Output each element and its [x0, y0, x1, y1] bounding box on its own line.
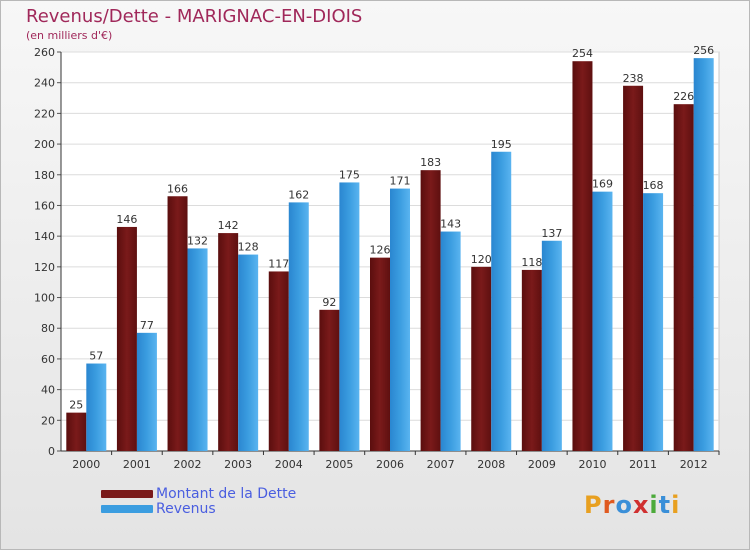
x-tick-label: 2003	[224, 458, 252, 471]
bar-dette	[116, 226, 137, 451]
bar-dette	[572, 61, 593, 451]
legend-swatch-dette	[101, 490, 153, 498]
x-tick-label: 2009	[528, 458, 556, 471]
bar-revenus	[643, 193, 664, 451]
data-label-dette: 226	[673, 90, 694, 103]
data-label-dette: 126	[370, 244, 391, 257]
y-tick-label: 140	[34, 230, 55, 243]
y-tick-label: 160	[34, 199, 55, 212]
logo-letter: x	[632, 491, 650, 519]
logo-letter: i	[649, 491, 659, 519]
x-tick-label: 2007	[427, 458, 455, 471]
bar-revenus	[136, 332, 157, 451]
x-tick-label: 2002	[174, 458, 202, 471]
y-tick-label: 180	[34, 169, 55, 182]
bar-revenus	[187, 248, 208, 451]
bar-dette	[623, 85, 644, 451]
y-tick-label: 120	[34, 261, 55, 274]
data-label-revenus: 143	[440, 218, 461, 231]
data-label-revenus: 77	[140, 319, 154, 332]
bar-dette	[471, 266, 492, 451]
y-tick-label: 20	[41, 414, 55, 427]
data-label-revenus: 169	[592, 178, 613, 191]
data-label-dette: 166	[167, 182, 188, 195]
data-label-revenus: 137	[541, 227, 562, 240]
data-label-revenus: 256	[693, 44, 714, 57]
x-tick-label: 2005	[325, 458, 353, 471]
logo-letter: P	[584, 491, 603, 519]
bar-revenus	[592, 191, 613, 451]
bar-revenus	[288, 202, 309, 451]
legend-label-dette: Montant de la Dette	[156, 486, 297, 502]
data-label-dette: 92	[322, 296, 336, 309]
x-tick-label: 2000	[72, 458, 100, 471]
x-tick-label: 2004	[275, 458, 303, 471]
logo-letter: i	[671, 491, 681, 519]
x-tick-label: 2011	[629, 458, 657, 471]
y-tick-label: 200	[34, 138, 55, 151]
bar-revenus	[390, 188, 410, 452]
logo-letter: o	[615, 491, 633, 519]
y-tick-label: 80	[41, 322, 55, 335]
legend-label-revenus: Revenus	[156, 501, 216, 517]
chart-title: Revenus/Dette - MARIGNAC-EN-DIOIS	[26, 6, 363, 27]
logo-letter: t	[658, 491, 672, 519]
bar-dette	[66, 412, 87, 451]
bar-revenus	[541, 240, 562, 451]
bar-revenus	[86, 363, 107, 451]
x-tick-label: 2006	[376, 458, 404, 471]
data-label-dette: 254	[572, 47, 593, 60]
bar-revenus	[339, 182, 360, 451]
data-label-dette: 142	[218, 219, 239, 232]
y-tick-label: 240	[34, 77, 55, 90]
data-label-dette: 25	[69, 399, 83, 412]
logo-letter: r	[602, 491, 616, 519]
bar-revenus	[238, 254, 259, 451]
data-label-dette: 120	[471, 253, 492, 266]
y-tick-label: 40	[41, 384, 55, 397]
proxiti-logo: Proxiti	[584, 491, 680, 519]
y-tick-label: 0	[48, 445, 55, 458]
x-tick-label: 2010	[578, 458, 606, 471]
data-label-revenus: 132	[187, 234, 208, 247]
data-label-revenus: 195	[491, 138, 512, 151]
bar-revenus	[693, 58, 714, 452]
bar-revenus	[491, 151, 512, 451]
data-label-revenus: 171	[390, 175, 411, 188]
legend-swatch-revenus	[101, 505, 153, 513]
bar-revenus	[440, 231, 461, 451]
y-tick-label: 260	[34, 46, 55, 59]
data-label-dette: 146	[116, 213, 137, 226]
y-tick-label: 60	[41, 353, 55, 366]
bar-dette	[167, 196, 188, 451]
x-tick-label: 2012	[680, 458, 708, 471]
data-label-dette: 118	[521, 256, 542, 269]
y-tick-label: 100	[34, 292, 55, 305]
bar-dette	[218, 233, 239, 451]
bar-dette	[420, 170, 441, 451]
data-label-dette: 117	[268, 257, 289, 270]
data-label-revenus: 175	[339, 168, 360, 181]
x-tick-label: 2001	[123, 458, 151, 471]
bar-dette	[319, 309, 340, 451]
y-tick-label: 220	[34, 107, 55, 120]
bar-dette	[370, 257, 390, 451]
bar-dette	[521, 269, 542, 451]
data-label-revenus: 57	[89, 350, 103, 363]
data-label-dette: 183	[420, 156, 441, 169]
chart-subtitle: (en milliers d'€)	[26, 29, 113, 42]
data-label-revenus: 168	[643, 179, 664, 192]
data-label-revenus: 128	[238, 241, 259, 254]
bar-dette	[673, 104, 694, 451]
bar-dette	[268, 271, 289, 451]
data-label-revenus: 162	[288, 188, 309, 201]
x-tick-label: 2008	[477, 458, 505, 471]
data-label-dette: 238	[623, 72, 644, 85]
